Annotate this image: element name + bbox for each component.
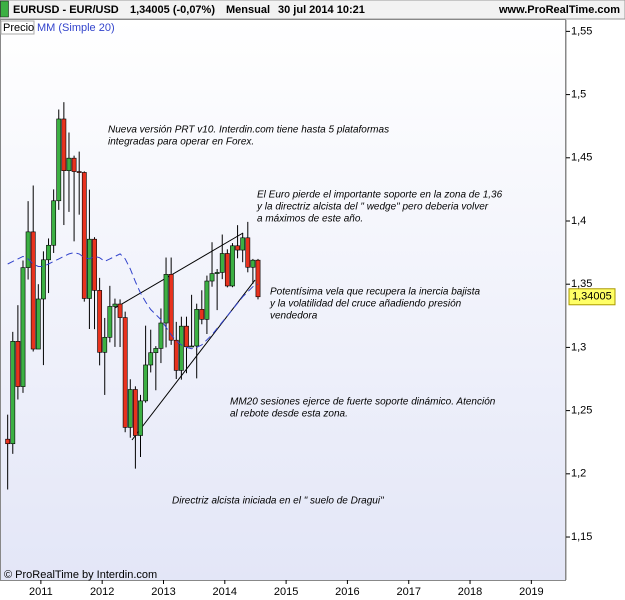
x-tick-label: 2013 <box>151 586 175 598</box>
candle-body <box>20 267 26 387</box>
candle-body <box>178 325 184 371</box>
x-tick-label: 2015 <box>274 586 298 598</box>
x-tick-label: 2018 <box>458 586 482 598</box>
legend-price: Precio <box>3 22 34 34</box>
wedge-upper <box>114 232 244 309</box>
candle-body <box>224 253 230 287</box>
annotation: Directriz alcista iniciada en el " suelo… <box>172 496 384 507</box>
annotation: Nueva versión PRT v10. Interdin.com tien… <box>108 125 389 136</box>
y-tick-label: 1,55 <box>571 25 592 37</box>
candle-body <box>15 341 21 387</box>
annotation: y la directriz alcista del " wedge" pero… <box>256 202 489 213</box>
candle-body <box>87 238 92 299</box>
candle-body <box>30 231 36 350</box>
candle-body <box>107 306 113 338</box>
y-tick-label: 1,15 <box>571 531 592 543</box>
candle-body <box>255 259 261 298</box>
candle-body <box>71 157 77 172</box>
candle-body <box>143 364 149 402</box>
candle-body <box>81 172 87 299</box>
annotation: al rebote desde esta zona. <box>230 409 348 420</box>
candle-body <box>117 303 123 318</box>
candle-body <box>214 272 220 274</box>
candle-body <box>194 309 200 347</box>
candle-body <box>35 298 41 350</box>
candle-body <box>199 309 205 320</box>
candle-body <box>153 348 159 354</box>
annotation: Potentísima vela que recupera la inercia… <box>270 287 481 298</box>
annotation: y la volatilidad del cruce añadiendo pre… <box>269 299 462 310</box>
annotation: El Euro pierde el importante soporte en … <box>257 190 503 201</box>
candle-body <box>10 341 16 445</box>
candle-body <box>184 325 189 348</box>
candle-body <box>245 237 251 268</box>
candle-body <box>127 389 133 428</box>
candle-body <box>25 231 31 268</box>
x-tick-label: 2012 <box>90 586 114 598</box>
symbol-icon <box>0 0 9 18</box>
candle-body <box>61 118 67 171</box>
y-tick-label: 1,35 <box>571 278 592 290</box>
y-tick-label: 1,2 <box>571 468 586 480</box>
y-tick-label: 1,5 <box>571 88 586 100</box>
candle-body <box>138 400 143 436</box>
candle-body <box>163 274 169 324</box>
candle-body <box>230 245 235 287</box>
candle-body <box>132 389 138 436</box>
y-tick-label: 1,4 <box>571 215 586 227</box>
annotation: vendedora <box>270 311 318 322</box>
candle-body <box>158 322 164 349</box>
y-tick-label: 1,3 <box>571 341 586 353</box>
candle-body <box>235 245 240 251</box>
legend-box <box>0 20 35 35</box>
candle-body <box>92 238 97 291</box>
y-tick-label: 1,45 <box>571 152 592 164</box>
candle-body <box>46 244 51 261</box>
candle-body <box>97 290 103 353</box>
quote: 1,34005 (-0,07%) <box>130 4 215 16</box>
candle-body <box>56 118 62 202</box>
ma-line <box>7 252 259 350</box>
x-tick-label: 2019 <box>519 586 543 598</box>
candle-body <box>148 352 154 366</box>
candle-body <box>204 280 210 320</box>
candle-body <box>112 303 118 307</box>
candle-body <box>51 200 57 246</box>
candle-body <box>122 317 128 428</box>
footer: © ProRealTime by Interdin.com <box>4 569 157 581</box>
candle-body <box>102 336 108 353</box>
site: www.ProRealTime.com <box>498 4 620 16</box>
legend-ma: MM (Simple 20) <box>37 22 115 34</box>
candle-body <box>168 274 174 341</box>
candle-body <box>189 345 194 348</box>
annotation: integradas para operar en Forex. <box>108 137 254 148</box>
annotation: a máximos de este año. <box>257 214 363 225</box>
y-tick-label: 1,25 <box>571 405 592 417</box>
x-tick-label: 2016 <box>335 586 359 598</box>
candle-body <box>209 273 215 282</box>
candle-body <box>250 259 256 268</box>
candle-body <box>240 237 246 251</box>
annotation: MM20 sesiones ejerce de fuerte soporte d… <box>230 397 496 408</box>
last-price-box <box>568 288 616 306</box>
candle-body <box>5 438 11 445</box>
x-tick-label: 2014 <box>213 586 237 598</box>
candle-body <box>173 339 179 371</box>
symbol: EURUSD - EUR/USD <box>13 4 119 16</box>
x-tick-label: 2011 <box>29 586 53 598</box>
candle-body <box>41 259 46 300</box>
candle-body <box>66 157 72 171</box>
last-price-label: 1,34005 <box>572 291 612 303</box>
datetime: 30 jul 2014 10:21 <box>278 4 365 16</box>
candle-body <box>219 253 225 273</box>
x-tick-label: 2017 <box>396 586 420 598</box>
candle-body <box>76 171 82 173</box>
period: Mensual <box>226 4 270 16</box>
